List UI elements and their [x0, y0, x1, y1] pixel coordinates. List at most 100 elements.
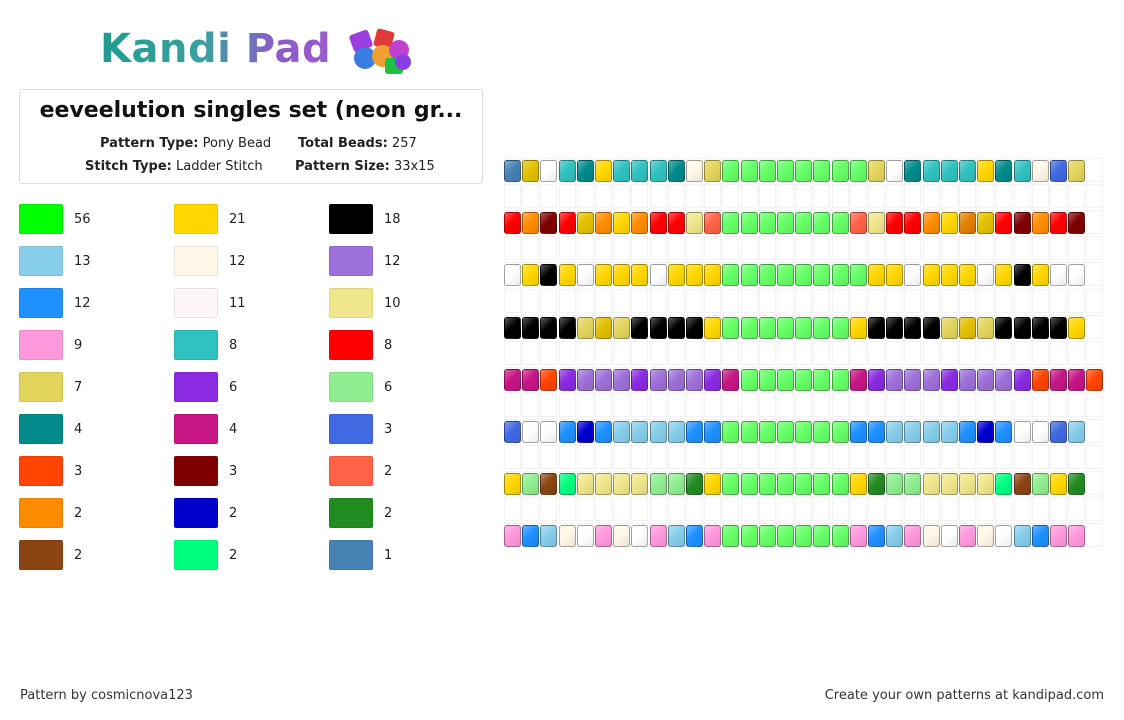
bead — [813, 212, 831, 235]
grid-cell — [631, 392, 649, 417]
grid-cell — [722, 471, 740, 496]
grid-cell — [777, 288, 794, 313]
grid-cell — [1068, 445, 1086, 470]
palette-count: 2 — [74, 505, 83, 521]
bead — [977, 212, 995, 235]
grid-cell — [576, 471, 594, 496]
grid-cell — [649, 471, 667, 496]
bead — [922, 421, 940, 443]
grid-cell — [1086, 523, 1104, 548]
grid-cell — [686, 314, 703, 339]
grid-cell — [740, 419, 758, 443]
grid-cell — [1013, 262, 1031, 287]
grid-cell — [613, 158, 631, 182]
pattern-type-label: Pattern Type: — [100, 136, 199, 151]
grid-cell — [686, 392, 703, 417]
bead — [576, 525, 594, 548]
grid-cell — [504, 184, 521, 209]
grid-cell — [758, 210, 776, 235]
palette-count: 18 — [384, 211, 401, 227]
grid-cell — [977, 366, 995, 391]
bead — [777, 421, 794, 443]
grid-cell — [667, 445, 685, 470]
grid-cell — [995, 210, 1013, 235]
grid-cell — [831, 236, 849, 261]
palette-entry: 8 — [174, 329, 237, 361]
pattern-type: Pattern Type: Pony Bead — [100, 136, 271, 151]
grid-cell — [558, 419, 576, 443]
bead — [922, 212, 940, 235]
bead — [904, 316, 922, 339]
grid-cell — [849, 262, 867, 287]
grid-cell — [1031, 366, 1049, 391]
bead — [649, 316, 667, 339]
grid-cell — [940, 288, 958, 313]
grid-cell — [595, 366, 612, 391]
bead — [686, 160, 703, 182]
bead — [522, 264, 540, 287]
grid-cell — [576, 445, 594, 470]
palette-count: 11 — [229, 295, 246, 311]
grid-cell — [995, 236, 1013, 261]
bead — [631, 264, 649, 287]
bead — [558, 212, 576, 235]
grid-cell — [667, 158, 685, 182]
bead — [922, 473, 940, 496]
palette-swatch — [329, 204, 373, 234]
bead — [849, 264, 867, 287]
grid-cell — [758, 158, 776, 182]
grid-cell — [740, 262, 758, 287]
bead — [1013, 264, 1031, 287]
bead — [576, 421, 594, 443]
bead — [940, 525, 958, 548]
bead — [1050, 421, 1067, 443]
grid-cell — [558, 210, 576, 235]
grid-cell — [576, 497, 594, 522]
palette-swatch — [174, 330, 218, 360]
grid-cell — [1068, 210, 1086, 235]
grid-cell — [686, 523, 703, 548]
bead — [540, 316, 558, 339]
bead — [722, 212, 740, 235]
bead — [849, 316, 867, 339]
grid-cell — [940, 523, 958, 548]
grid-cell — [686, 497, 703, 522]
bead — [831, 160, 849, 182]
grid-cell — [758, 262, 776, 287]
bead — [795, 316, 813, 339]
grid-cell — [1050, 262, 1067, 287]
bead — [813, 525, 831, 548]
palette-swatch — [174, 372, 218, 402]
grid-cell — [595, 340, 612, 365]
palette-entry: 9 — [19, 329, 82, 361]
grid-cell — [649, 445, 667, 470]
bead — [631, 160, 649, 182]
bead — [649, 212, 667, 235]
palette-entry: 12 — [19, 287, 91, 319]
grid-cell — [1068, 288, 1086, 313]
grid-cell — [1050, 288, 1067, 313]
grid-cell — [722, 366, 740, 391]
grid-cell — [540, 288, 558, 313]
bead — [740, 525, 758, 548]
grid-cell — [522, 210, 540, 235]
grid-cell — [886, 236, 904, 261]
kandipad-link[interactable]: Create your own patterns at kandipad.com — [824, 688, 1104, 703]
grid-cell — [1031, 314, 1049, 339]
bead — [631, 421, 649, 443]
grid-cell — [686, 210, 703, 235]
grid-cell — [631, 158, 649, 182]
grid-cell — [922, 184, 940, 209]
grid-cell — [904, 340, 922, 365]
bead — [522, 212, 540, 235]
bead — [740, 160, 758, 182]
kandipad-logo[interactable]: Kandi Pad — [100, 24, 419, 74]
bead — [849, 421, 867, 443]
palette-entry: 3 — [19, 455, 82, 487]
bead — [540, 525, 558, 548]
grid-cell — [504, 392, 521, 417]
grid-cell — [849, 158, 867, 182]
grid-cell — [576, 392, 594, 417]
bead — [576, 473, 594, 496]
grid-cell — [1086, 262, 1104, 287]
